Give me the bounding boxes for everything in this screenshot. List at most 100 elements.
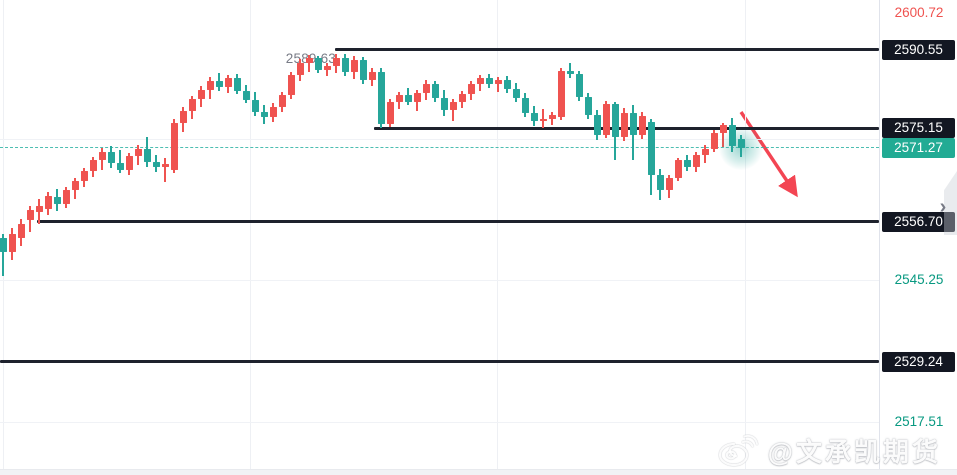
candle-body bbox=[251, 99, 259, 113]
candle-body bbox=[467, 84, 475, 95]
candle-body bbox=[638, 116, 646, 135]
current-price-line bbox=[0, 146, 879, 148]
candle-body bbox=[179, 110, 187, 124]
candle-body bbox=[692, 154, 700, 167]
candle-body bbox=[107, 152, 115, 164]
candle-body bbox=[0, 237, 7, 252]
candle-body bbox=[521, 98, 529, 113]
candle-body bbox=[287, 75, 295, 96]
candle-body bbox=[152, 162, 160, 168]
candle-body bbox=[161, 164, 169, 168]
candle-body bbox=[224, 77, 232, 87]
bottom-bar bbox=[0, 469, 957, 475]
vertical-gridline bbox=[497, 0, 498, 475]
candle-body bbox=[737, 139, 745, 148]
candle-body bbox=[593, 115, 601, 135]
candle-body bbox=[350, 60, 358, 73]
candle-body bbox=[503, 79, 511, 90]
candle-wick bbox=[2, 233, 4, 277]
candle-body bbox=[188, 99, 196, 111]
candle-body bbox=[584, 97, 592, 116]
candle-body bbox=[8, 234, 16, 252]
candle-body bbox=[656, 175, 664, 190]
candle-body bbox=[602, 104, 610, 135]
candle-body bbox=[314, 58, 322, 70]
candle-body bbox=[134, 149, 142, 156]
candle-body bbox=[359, 60, 367, 80]
candle-body bbox=[683, 159, 691, 167]
support-resistance-line bbox=[37, 220, 879, 224]
candle-body bbox=[197, 89, 205, 100]
candle-body bbox=[476, 78, 484, 85]
candle-body bbox=[494, 79, 502, 84]
candle-body bbox=[332, 57, 340, 66]
candle-body bbox=[512, 89, 520, 99]
candle-body bbox=[53, 197, 61, 204]
candle-body bbox=[98, 152, 106, 160]
vertical-gridline bbox=[745, 0, 746, 475]
candle-body bbox=[458, 94, 466, 103]
candle-body bbox=[206, 80, 214, 90]
candle-body bbox=[80, 170, 88, 181]
support-resistance-line bbox=[0, 360, 879, 364]
trend-down-arrow bbox=[739, 111, 798, 198]
candle-body bbox=[611, 104, 619, 137]
candle-body bbox=[278, 95, 286, 108]
support-resistance-line bbox=[335, 48, 879, 52]
candle-body bbox=[341, 57, 349, 73]
candle-wick bbox=[308, 55, 310, 73]
price-axis-label: 2517.51 bbox=[894, 413, 944, 429]
candle-body bbox=[260, 112, 268, 118]
candle-body bbox=[431, 83, 439, 99]
candle-body bbox=[116, 163, 124, 170]
candle-body bbox=[62, 190, 70, 204]
candle-body bbox=[296, 62, 304, 76]
candle-body bbox=[449, 102, 457, 111]
candle-body bbox=[143, 149, 151, 163]
candle-wick bbox=[722, 123, 724, 147]
candle-body bbox=[17, 223, 25, 239]
candle-body bbox=[620, 112, 628, 137]
candle-body bbox=[719, 125, 727, 133]
candle-body bbox=[44, 196, 52, 209]
price-axis[interactable]: 2600.72 2590.55 2575.15 2571.27 2556.70 2545.… bbox=[879, 0, 957, 475]
candle-body bbox=[323, 65, 331, 70]
candle-body bbox=[566, 70, 574, 75]
candle-body bbox=[710, 132, 718, 149]
chevron-right-icon[interactable]: › bbox=[939, 196, 947, 218]
current-price-tag: 2571.27 bbox=[882, 137, 955, 158]
candle-body bbox=[557, 70, 565, 117]
candle-wick bbox=[542, 109, 544, 129]
candle-body bbox=[305, 58, 313, 63]
candle-wick bbox=[497, 76, 499, 92]
candle-body bbox=[665, 177, 673, 190]
price-axis-label: 2529.24 bbox=[882, 351, 955, 372]
candle-body bbox=[395, 95, 403, 103]
candle-body bbox=[125, 155, 133, 170]
horizontal-gridline bbox=[0, 280, 879, 282]
candle-body bbox=[377, 71, 385, 125]
candle-body bbox=[413, 93, 421, 102]
candle-body bbox=[170, 123, 178, 171]
candle-wick bbox=[164, 158, 166, 182]
candle-wick bbox=[119, 149, 121, 174]
candle-body bbox=[242, 91, 250, 100]
collapsed-panel-tab[interactable] bbox=[944, 171, 957, 235]
candle-body bbox=[539, 119, 547, 122]
candle-body bbox=[575, 74, 583, 98]
candle-body bbox=[422, 83, 430, 94]
candle-body bbox=[89, 159, 97, 171]
candle-body bbox=[440, 98, 448, 111]
price-axis-label: 2556.70 bbox=[882, 211, 955, 232]
price-axis-label: 2545.25 bbox=[894, 272, 944, 288]
horizontal-gridline bbox=[0, 421, 879, 423]
candle-body bbox=[386, 102, 394, 125]
candle-body bbox=[215, 80, 223, 87]
price-axis-label: 2600.72 bbox=[894, 5, 944, 20]
candle-body bbox=[269, 107, 277, 118]
candle-body bbox=[71, 180, 79, 191]
chart-plot-area[interactable]: 2589.63 bbox=[0, 0, 879, 475]
candle-body bbox=[701, 148, 709, 155]
candle-body bbox=[728, 125, 736, 147]
